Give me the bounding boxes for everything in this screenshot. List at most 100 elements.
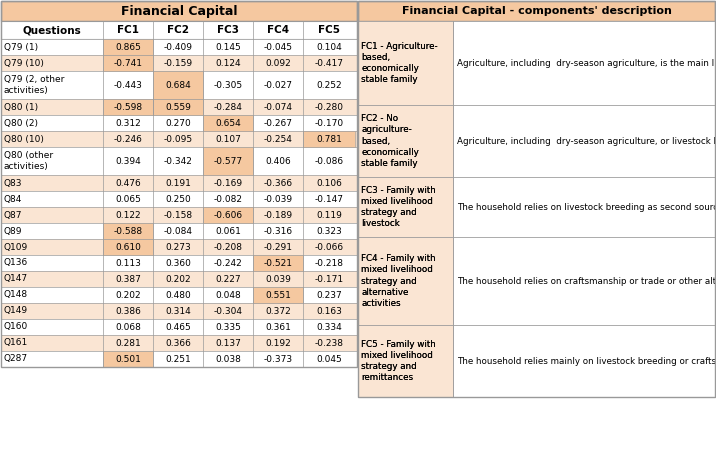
Bar — [358, 21, 453, 105]
Text: 0.386: 0.386 — [115, 307, 141, 316]
Text: -0.342: -0.342 — [163, 156, 193, 165]
Text: 0.559: 0.559 — [165, 102, 191, 111]
Bar — [1, 207, 357, 223]
Text: Agriculture, including  dry-season agriculture, or livestock breeding is the sec: Agriculture, including dry-season agricu… — [457, 137, 716, 146]
Text: 0.654: 0.654 — [215, 118, 241, 128]
Text: -0.521: -0.521 — [263, 258, 293, 267]
Bar — [1, 351, 357, 367]
Bar — [1, 39, 357, 55]
Text: 0.335: 0.335 — [215, 322, 241, 331]
Text: -0.086: -0.086 — [314, 156, 344, 165]
Text: 0.366: 0.366 — [165, 338, 191, 347]
Text: -0.316: -0.316 — [263, 227, 293, 236]
Text: 0.334: 0.334 — [316, 322, 342, 331]
Text: Q109: Q109 — [4, 243, 28, 252]
Text: -0.208: -0.208 — [213, 243, 243, 252]
Text: -0.147: -0.147 — [314, 194, 344, 203]
Bar — [358, 1, 715, 397]
Bar — [1, 71, 357, 99]
Bar — [358, 237, 453, 325]
Bar — [1, 303, 357, 319]
Text: Q80 (10): Q80 (10) — [4, 135, 44, 144]
Bar — [153, 99, 203, 115]
Text: Q287: Q287 — [4, 355, 28, 364]
Bar — [358, 105, 715, 177]
Text: -0.170: -0.170 — [314, 118, 344, 128]
Text: 0.124: 0.124 — [216, 58, 241, 67]
Bar — [1, 287, 357, 303]
Text: The household relies on craftsmanship or trade or other alternative activities a: The household relies on craftsmanship or… — [457, 276, 716, 285]
Bar — [1, 21, 357, 39]
Text: Questions: Questions — [23, 25, 82, 35]
Text: 0.250: 0.250 — [165, 194, 191, 203]
Text: FC4 - Family with
mixed livelihood
strategy and
alternative
activities: FC4 - Family with mixed livelihood strat… — [361, 254, 435, 308]
Text: 0.068: 0.068 — [115, 322, 141, 331]
Bar — [203, 115, 253, 131]
Text: 0.237: 0.237 — [316, 291, 342, 300]
Bar — [303, 131, 355, 147]
Text: 0.270: 0.270 — [165, 118, 191, 128]
Bar — [1, 131, 357, 147]
Text: 0.281: 0.281 — [115, 338, 141, 347]
Text: 0.065: 0.065 — [115, 194, 141, 203]
Text: -0.039: -0.039 — [263, 194, 293, 203]
Text: -0.373: -0.373 — [263, 355, 293, 364]
Text: -0.606: -0.606 — [213, 210, 243, 219]
Text: 0.865: 0.865 — [115, 43, 141, 52]
Text: -0.084: -0.084 — [163, 227, 193, 236]
Text: FC1 - Agriculture-
based,
economically
stable family: FC1 - Agriculture- based, economically s… — [361, 42, 437, 84]
Text: 0.106: 0.106 — [316, 179, 342, 188]
Text: 0.145: 0.145 — [215, 43, 241, 52]
Bar — [1, 175, 357, 191]
Text: -0.242: -0.242 — [213, 258, 243, 267]
Bar — [358, 325, 453, 397]
Text: 0.122: 0.122 — [115, 210, 141, 219]
Text: -0.159: -0.159 — [163, 58, 193, 67]
Text: -0.171: -0.171 — [314, 274, 344, 283]
Text: -0.082: -0.082 — [213, 194, 243, 203]
Text: Q84: Q84 — [4, 194, 22, 203]
Text: FC2: FC2 — [167, 25, 189, 35]
Bar — [103, 99, 153, 115]
Bar — [1, 335, 357, 351]
Bar — [358, 21, 715, 105]
Bar — [358, 1, 715, 21]
Bar — [153, 71, 203, 99]
Text: -0.577: -0.577 — [213, 156, 243, 165]
Text: 0.372: 0.372 — [265, 307, 291, 316]
Bar — [1, 115, 357, 131]
Text: FC2 - No
agriculture-
based,
economically
stable family: FC2 - No agriculture- based, economicall… — [361, 114, 419, 168]
Text: -0.366: -0.366 — [263, 179, 293, 188]
Text: FC1 - Agriculture-
based,
economically
stable family: FC1 - Agriculture- based, economically s… — [361, 42, 437, 84]
Text: -0.284: -0.284 — [213, 102, 243, 111]
Text: -0.074: -0.074 — [263, 102, 293, 111]
Text: 0.192: 0.192 — [265, 338, 291, 347]
Bar — [103, 223, 153, 239]
Bar — [103, 39, 153, 55]
Text: 0.312: 0.312 — [115, 118, 141, 128]
Text: -0.254: -0.254 — [263, 135, 292, 144]
Text: -0.305: -0.305 — [213, 81, 243, 90]
Bar — [1, 1, 357, 21]
Bar — [203, 207, 253, 223]
Text: -0.280: -0.280 — [314, 102, 344, 111]
Text: 0.137: 0.137 — [215, 338, 241, 347]
Text: 0.104: 0.104 — [316, 43, 342, 52]
Text: -0.218: -0.218 — [314, 258, 344, 267]
Text: -0.267: -0.267 — [263, 118, 293, 128]
Bar — [1, 239, 357, 255]
Text: 0.045: 0.045 — [316, 355, 342, 364]
Text: The household relies mainly on livestock breeding or craftsmanship, trade and ot: The household relies mainly on livestock… — [457, 356, 716, 365]
Bar — [1, 255, 357, 271]
Text: Q79 (1): Q79 (1) — [4, 43, 38, 52]
Text: 0.387: 0.387 — [115, 274, 141, 283]
Text: -0.304: -0.304 — [213, 307, 243, 316]
Text: -0.409: -0.409 — [163, 43, 193, 52]
Bar — [1, 223, 357, 239]
Text: Q148: Q148 — [4, 291, 28, 300]
Text: 0.610: 0.610 — [115, 243, 141, 252]
Text: -0.238: -0.238 — [314, 338, 344, 347]
Text: Q149: Q149 — [4, 307, 28, 316]
Text: 0.163: 0.163 — [316, 307, 342, 316]
Text: 0.113: 0.113 — [115, 258, 141, 267]
